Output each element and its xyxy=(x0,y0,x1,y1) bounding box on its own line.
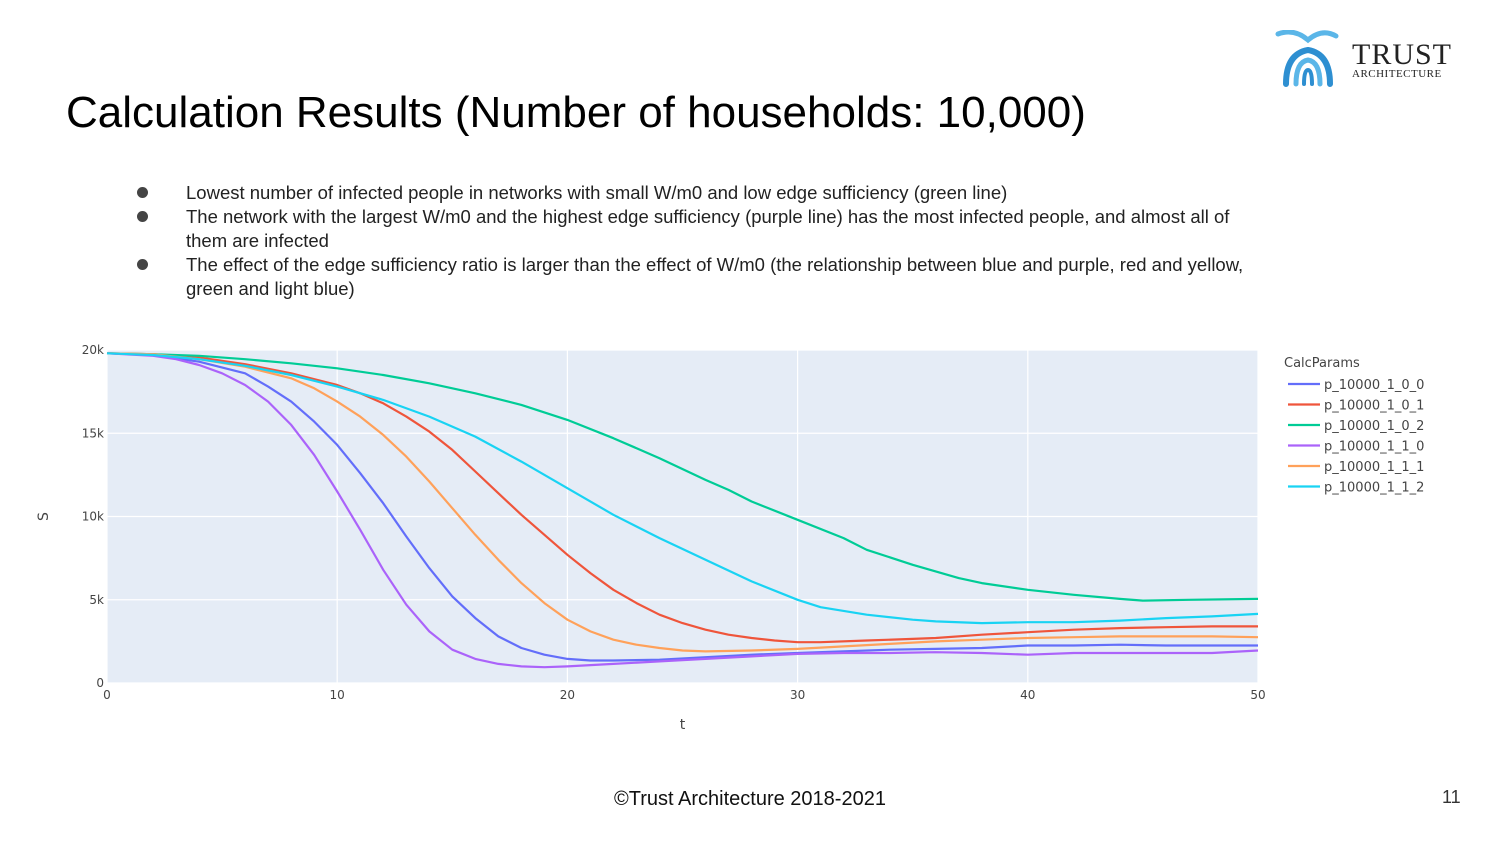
legend-item-label: p_10000_1_0_0 xyxy=(1324,378,1424,393)
x-tick-label: 30 xyxy=(790,688,805,702)
logo-text-architecture: ARCHITECTURE xyxy=(1352,68,1442,80)
bullet-item: Lowest number of infected people in netw… xyxy=(130,181,1250,205)
footer-copyright: ©Trust Architecture 2018-2021 xyxy=(614,788,886,810)
y-tick-label: 0 xyxy=(96,676,104,690)
x-tick-label: 20 xyxy=(560,688,575,702)
bullet-text: The network with the largest W/m0 and th… xyxy=(186,206,1230,251)
x-axis-title: t xyxy=(680,717,686,733)
slide-title: Calculation Results (Number of household… xyxy=(66,88,1086,137)
logo-text-trust: TRUST xyxy=(1352,38,1453,71)
legend-item-label: p_10000_1_1_2 xyxy=(1324,481,1424,496)
bullet-dot-icon xyxy=(137,259,148,270)
y-tick-label: 5k xyxy=(89,593,104,607)
series-line-p_10000_1_0_2 xyxy=(106,352,1259,602)
y-axis-title: S xyxy=(36,512,52,521)
legend-item-label: p_10000_1_0_2 xyxy=(1324,419,1424,434)
x-tick-label: 10 xyxy=(330,688,345,702)
legend-item-label: p_10000_1_1_0 xyxy=(1324,440,1424,455)
bullet-list: Lowest number of infected people in netw… xyxy=(130,181,1250,301)
trust-architecture-logo-icon xyxy=(1275,30,1339,87)
bullet-dot-icon xyxy=(137,211,148,222)
page-number: 11 xyxy=(1442,787,1461,807)
bullet-item: The effect of the edge sufficiency ratio… xyxy=(130,253,1250,301)
x-tick-label: 40 xyxy=(1020,688,1035,702)
series-line-p_10000_1_0_0 xyxy=(106,352,1258,662)
y-tick-label: 10k xyxy=(82,510,104,524)
x-tick-label: 50 xyxy=(1250,688,1265,702)
bullet-item: The network with the largest W/m0 and th… xyxy=(130,205,1250,253)
bullet-text: The effect of the edge sufficiency ratio… xyxy=(186,254,1244,299)
series-line-p_10000_1_1_0 xyxy=(106,352,1259,669)
bullet-dot-icon xyxy=(137,187,148,198)
series-line-p_10000_1_1_1 xyxy=(106,352,1259,653)
series-line-p_10000_1_1_2 xyxy=(106,352,1259,625)
y-tick-label: 20k xyxy=(82,343,104,357)
legend-item-label: p_10000_1_0_1 xyxy=(1324,399,1424,414)
y-tick-label: 15k xyxy=(82,426,104,440)
line-chart: 0 10 20 30 40 50 0 5k 10k 15k 20k t S CalcParams p_100… xyxy=(36,343,1424,733)
x-tick-label: 0 xyxy=(103,688,111,702)
legend-item-label: p_10000_1_1_1 xyxy=(1324,460,1424,475)
legend-title: CalcParams xyxy=(1284,356,1360,371)
bullet-text: Lowest number of infected people in netw… xyxy=(186,182,1008,203)
